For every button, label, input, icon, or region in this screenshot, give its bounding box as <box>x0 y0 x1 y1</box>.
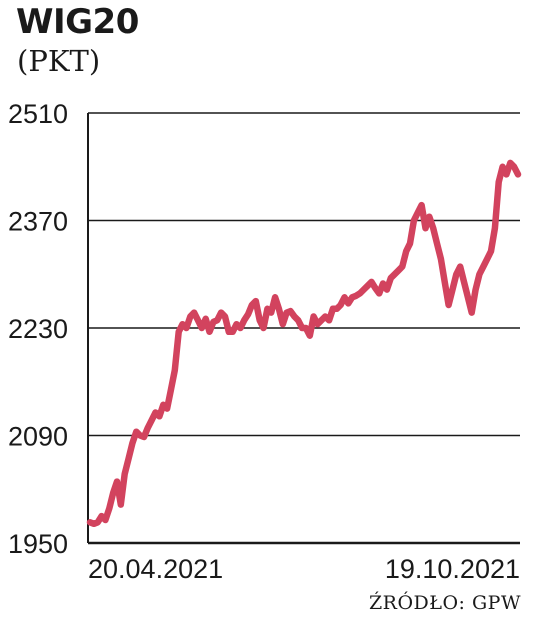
source-label: ŹRÓDŁO: GPW <box>368 592 521 614</box>
y-axis-tick-labels: 2510 2370 2230 2090 1950 <box>8 99 68 559</box>
x-tick-label: 20.04.2021 <box>88 554 223 584</box>
x-tick-label: 19.10.2021 <box>385 554 520 584</box>
chart-title: WIG20 <box>16 2 139 42</box>
chart-subtitle: (PKT) <box>17 44 101 78</box>
y-tick-label: 1950 <box>8 529 68 559</box>
x-axis-tick-labels: 20.04.2021 19.10.2021 <box>88 554 520 584</box>
y-tick-label: 2090 <box>8 422 68 452</box>
series-layer <box>86 159 522 528</box>
y-tick-label: 2230 <box>8 314 68 344</box>
y-tick-label: 2370 <box>8 207 68 237</box>
y-tick-label: 2510 <box>8 99 68 129</box>
series-line <box>86 159 522 528</box>
